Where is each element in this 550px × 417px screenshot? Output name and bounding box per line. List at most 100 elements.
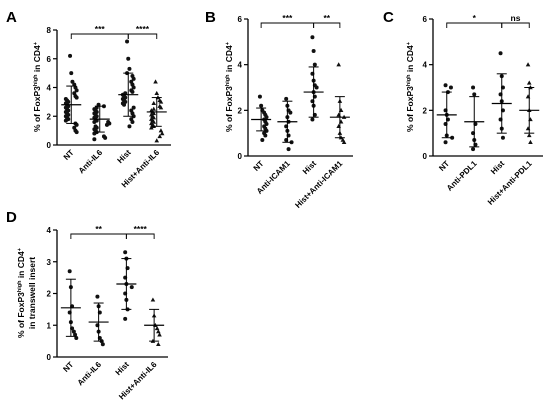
y-tick-label: 0 [47,141,52,150]
data-point [74,88,79,93]
data-point [104,122,109,127]
data-point [336,62,341,67]
data-point [284,96,289,101]
panel-a: A 0 2 4 6 8 % of FoxP3high in CD4+ NT Anti-IL6 Hi… [6,9,171,189]
significance-bracket [70,233,127,239]
data-point [67,269,72,274]
data-point [288,110,293,115]
data-point [74,130,79,135]
data-point [125,39,130,44]
data-point [74,95,79,100]
significance-bracket [70,33,129,39]
data-point [263,133,268,138]
panel-letter: A [6,9,17,26]
y-axis-label: % of FoxP3high in CD4+ [16,248,26,338]
data-point [100,342,105,347]
y-tick-label: 6 [423,15,428,24]
significance-bracket [501,22,530,28]
significance-label: ** [323,13,330,23]
data-point [498,51,503,56]
y-tick-label: 6 [238,15,243,24]
y-tick-label: 3 [47,258,52,267]
y-tick-label: 0 [238,152,243,161]
data-point [151,100,157,106]
x-category-label: Hist [114,360,131,377]
significance-bracket [127,33,158,39]
data-point [158,105,164,110]
y-tick-label: 8 [47,26,52,35]
data-point [92,120,97,124]
data-point [157,332,162,337]
data-point [131,114,136,119]
y-axis-label-line2: in transwell insert [27,257,37,329]
data-point [156,329,161,334]
y-tick-label: 2 [238,106,243,115]
data-point [154,90,160,95]
y-tick-label: 4 [423,61,428,70]
data-point [471,85,476,90]
x-category-label: NT [62,148,76,162]
data-point [123,316,128,321]
data-point [257,94,262,99]
data-point [73,332,78,337]
data-point [154,138,160,143]
y-tick-label: 4 [238,61,243,70]
data-point [472,92,477,97]
data-point [70,79,75,84]
data-point [341,139,347,144]
x-category-label: NT [61,360,75,374]
significance-label: *** [282,13,293,23]
data-point [159,131,165,136]
x-category-label: Hist [489,159,506,176]
data-point [150,297,156,302]
data-point [129,285,134,290]
x-category-label: NT [252,159,266,173]
data-point [126,56,131,61]
data-point [103,135,108,140]
data-point [260,138,265,143]
data-point [471,147,476,152]
x-category-label: Hist [301,159,318,176]
data-point [259,103,264,108]
data-point [157,133,163,139]
significance-label: **** [134,224,148,234]
data-point [74,335,79,340]
data-point [158,99,164,104]
data-point [312,62,317,67]
panel-d: D 0 1 2 3 4 % of FoxP3high in CD4+in transwell… [6,209,168,401]
data-point [500,135,505,140]
y-tick-label: 2 [47,112,52,121]
y-tick-label: 2 [47,290,52,299]
panel-letter: D [6,209,17,226]
data-point [158,128,164,133]
significance-bracket [446,22,503,28]
y-axis-label: % of FoxP3high in CD4+ [224,42,234,132]
x-category-label: Hist+Anti-ICAM1 [293,159,344,210]
data-point [450,135,455,140]
x-category-label: Anti-IL6 [76,360,104,388]
data-point [526,80,532,85]
significance-label: *** [95,24,106,34]
data-point [130,120,135,124]
data-point [310,35,315,40]
data-point [443,83,448,88]
y-tick-label: 1 [47,321,52,330]
data-point [286,147,291,152]
y-tick-label: 4 [47,226,52,235]
data-point [127,124,132,129]
x-category-label: Anti-PDL1 [445,159,479,193]
significance-bracket [260,22,315,28]
y-tick-label: 4 [47,84,52,93]
y-tick-label: 0 [47,353,52,362]
y-tick-label: 2 [423,106,428,115]
significance-bracket [313,22,341,28]
data-point [525,62,531,67]
data-point [71,329,76,334]
data-point [526,133,532,138]
y-axis-label: % of FoxP3high in CD4+ [32,42,42,132]
data-point [149,125,154,130]
data-point [443,140,448,145]
data-point [156,341,161,346]
